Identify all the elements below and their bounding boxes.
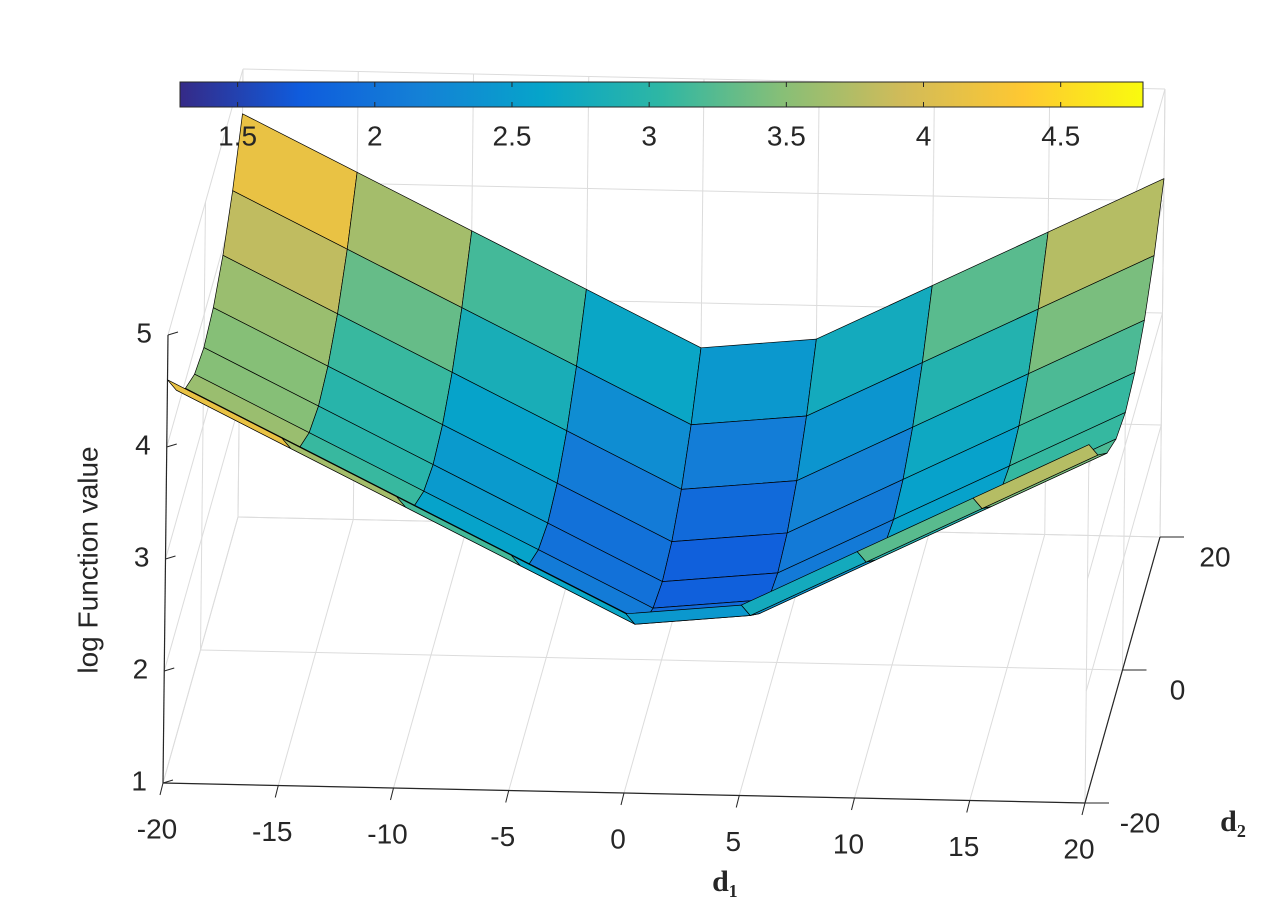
x-tick <box>505 790 510 803</box>
y-tick-label: 0 <box>1170 674 1186 705</box>
z-tick-label: 4 <box>135 429 151 460</box>
grid-line <box>167 68 244 336</box>
y-axis-label: d₂ <box>1220 805 1246 838</box>
x-tick-label: 15 <box>948 831 979 862</box>
colorbar-tick-label: 4 <box>916 120 932 151</box>
surface-patch <box>972 444 1099 509</box>
colorbar-tick-label: 2 <box>367 120 383 151</box>
colorbar-tick-label: 3 <box>641 120 657 151</box>
surface-patch <box>681 415 807 490</box>
z-tick <box>164 667 175 672</box>
x-tick <box>159 782 164 796</box>
z-tick-label: 2 <box>133 653 149 684</box>
grid-line <box>1087 312 1163 580</box>
x-tick <box>1081 802 1086 816</box>
grid-line <box>200 649 1123 671</box>
axes: -20 -15 -10 -5 0 5 10 15 20 -20 0 20 1 2 3 4 5 <box>131 317 1230 864</box>
z-tick <box>162 779 174 784</box>
grid-line <box>163 404 240 672</box>
x-tick <box>851 797 855 811</box>
x-tick-label: -20 <box>137 813 177 844</box>
colorbar-tick-label: 3.5 <box>767 120 806 151</box>
grid-line <box>241 180 1164 202</box>
x-tick <box>274 785 279 798</box>
z-tick-label: 3 <box>134 541 150 572</box>
x-tick <box>390 787 394 801</box>
colorbar-tick-label: 1.5 <box>218 120 257 151</box>
x-tick-label: -5 <box>490 821 515 852</box>
x-tick <box>620 792 625 806</box>
surface-patch <box>690 338 817 426</box>
x-tick <box>966 800 971 813</box>
surface-patch <box>671 480 798 542</box>
colorbar-tick-label: 4.5 <box>1041 120 1080 151</box>
x-tick-label: 0 <box>610 823 626 854</box>
x-tick-label: 10 <box>833 828 864 859</box>
x-tick-label: 20 <box>1063 833 1094 864</box>
x-tick <box>735 795 740 808</box>
colorbar: 1.5 2 2.5 3 3.5 4 4.5 <box>179 81 1144 151</box>
colorbar-bar <box>179 81 1144 108</box>
z-tick <box>165 555 176 560</box>
x-axis-label: d₁ <box>712 865 738 898</box>
y-tick-label: -20 <box>1120 807 1160 838</box>
z-tick-label: 1 <box>131 765 147 796</box>
x-tick-label: -10 <box>367 818 407 849</box>
z-tick-label: 5 <box>136 317 152 348</box>
x-tick-label: -15 <box>252 816 292 847</box>
y-tick-label: 20 <box>1199 541 1230 572</box>
z-tick <box>167 331 179 336</box>
z-axis-label: log Function value <box>72 446 103 673</box>
x-tick-label: 5 <box>725 826 741 857</box>
grid-line <box>162 516 239 784</box>
surface <box>167 113 1165 625</box>
grid-line <box>1085 424 1162 692</box>
z-tick <box>166 443 177 448</box>
colorbar-tick-label: 2.5 <box>493 120 532 151</box>
